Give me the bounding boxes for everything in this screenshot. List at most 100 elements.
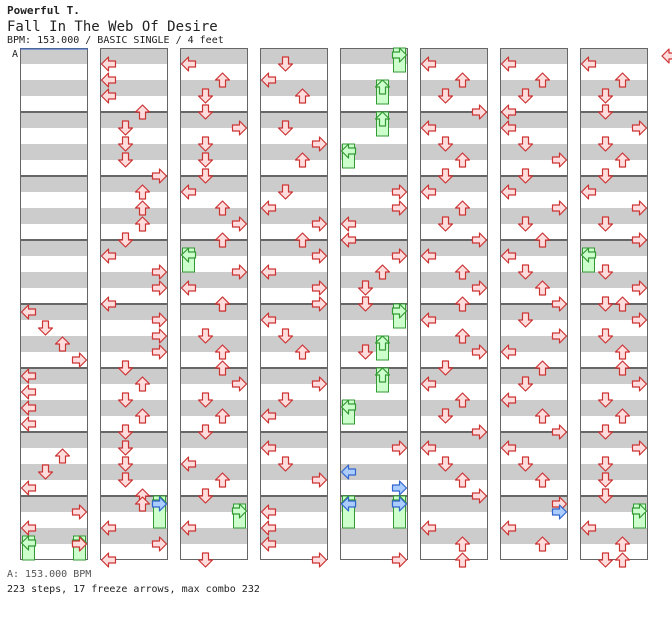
chart-column-6	[420, 48, 488, 568]
freeze-head-up	[374, 367, 391, 383]
step-arrow-down	[597, 552, 614, 568]
measure-frame	[420, 176, 488, 240]
step-arrow-up	[454, 472, 471, 488]
step-arrow-down	[597, 296, 614, 312]
beat-band	[500, 48, 568, 64]
freeze-head-right	[231, 503, 248, 519]
step-arrow-left	[420, 248, 437, 264]
step-arrow-right	[311, 280, 328, 296]
step-arrow-down	[517, 216, 534, 232]
step-arrow-down	[277, 120, 294, 136]
beat-band	[500, 144, 568, 160]
beat-band	[340, 496, 408, 512]
measure-frame	[420, 240, 488, 304]
step-arrow-down	[517, 376, 534, 392]
step-arrow-left	[100, 296, 117, 312]
step-arrow-down	[437, 168, 454, 184]
step-arrow-left	[20, 400, 37, 416]
beat-band	[340, 208, 408, 224]
measure-frame	[580, 48, 648, 112]
beat-band	[260, 464, 328, 480]
step-arrow-down	[597, 328, 614, 344]
measure-frame	[500, 176, 568, 240]
beat-band	[340, 368, 408, 384]
measure-frame	[260, 48, 328, 112]
measure-frame	[500, 432, 568, 496]
beat-band	[180, 112, 248, 128]
beat-band	[580, 336, 648, 352]
step-arrow-up	[214, 72, 231, 88]
step-arrow-right	[151, 280, 168, 296]
step-arrow-left	[420, 184, 437, 200]
beat-band	[100, 368, 168, 384]
step-arrow-right	[151, 168, 168, 184]
beat-band	[580, 112, 648, 128]
measure-frame	[20, 240, 88, 304]
bpm-legend: A: 153.000 BPM	[7, 569, 92, 580]
step-arrow-down	[597, 104, 614, 120]
step-arrow-left	[580, 56, 597, 72]
step-arrow-up	[454, 72, 471, 88]
measure-frame	[500, 304, 568, 368]
step-arrow-down	[277, 392, 294, 408]
freeze-head-up	[374, 79, 391, 95]
beat-band	[100, 240, 168, 256]
step-arrow-down	[197, 552, 214, 568]
step-arrow-down	[37, 464, 54, 480]
beat-band	[420, 144, 488, 160]
step-arrow-right	[311, 472, 328, 488]
step-arrow-down	[437, 216, 454, 232]
beat-band	[580, 304, 648, 320]
step-arrow-right	[71, 352, 88, 368]
step-arrow-down	[197, 152, 214, 168]
beat-band	[580, 144, 648, 160]
chart-column-2	[100, 48, 168, 568]
beat-band	[420, 176, 488, 192]
step-arrow-left	[420, 56, 437, 72]
beat-band	[500, 176, 568, 192]
beat-band	[260, 144, 328, 160]
measure-frame	[180, 368, 248, 432]
step-arrow-right	[311, 216, 328, 232]
step-arrow-down	[517, 136, 534, 152]
step-arrow-down	[197, 104, 214, 120]
beat-band	[260, 336, 328, 352]
step-arrow-down	[357, 344, 374, 360]
measure-frame	[100, 496, 168, 560]
step-arrow-left	[20, 368, 37, 384]
step-arrow-left	[100, 88, 117, 104]
measure-frame	[340, 112, 408, 176]
step-arrow-up	[214, 200, 231, 216]
chart-column-1	[20, 48, 88, 561]
measure-frame	[20, 432, 88, 496]
step-arrow-left	[260, 536, 277, 552]
step-arrow-down	[197, 328, 214, 344]
step-arrow-right	[471, 232, 488, 248]
freeze-head-left	[20, 535, 37, 551]
beat-band	[20, 240, 88, 256]
measure-frame	[180, 240, 248, 304]
step-arrow-down	[117, 456, 134, 472]
freeze-head-up	[374, 335, 391, 351]
chart-column-5	[340, 47, 408, 568]
step-arrow-up	[294, 152, 311, 168]
step-arrow-right	[631, 376, 648, 392]
step-arrow-right	[471, 280, 488, 296]
step-arrow-down	[517, 88, 534, 104]
beat-band	[20, 208, 88, 224]
artist-name: Powerful T.	[7, 4, 80, 17]
step-arrow-down	[597, 392, 614, 408]
beat-band	[420, 496, 488, 512]
measure-frame	[500, 48, 568, 112]
beat-band	[180, 304, 248, 320]
step-arrow-up	[454, 264, 471, 280]
step-arrow-down	[517, 168, 534, 184]
step-arrow-down	[197, 488, 214, 504]
step-arrow-left	[500, 392, 517, 408]
beat-band	[100, 144, 168, 160]
step-arrow-right	[231, 216, 248, 232]
freeze-head-left	[580, 247, 597, 263]
step-arrow-up	[54, 336, 71, 352]
beat-band	[260, 240, 328, 256]
measure-frame	[100, 368, 168, 432]
